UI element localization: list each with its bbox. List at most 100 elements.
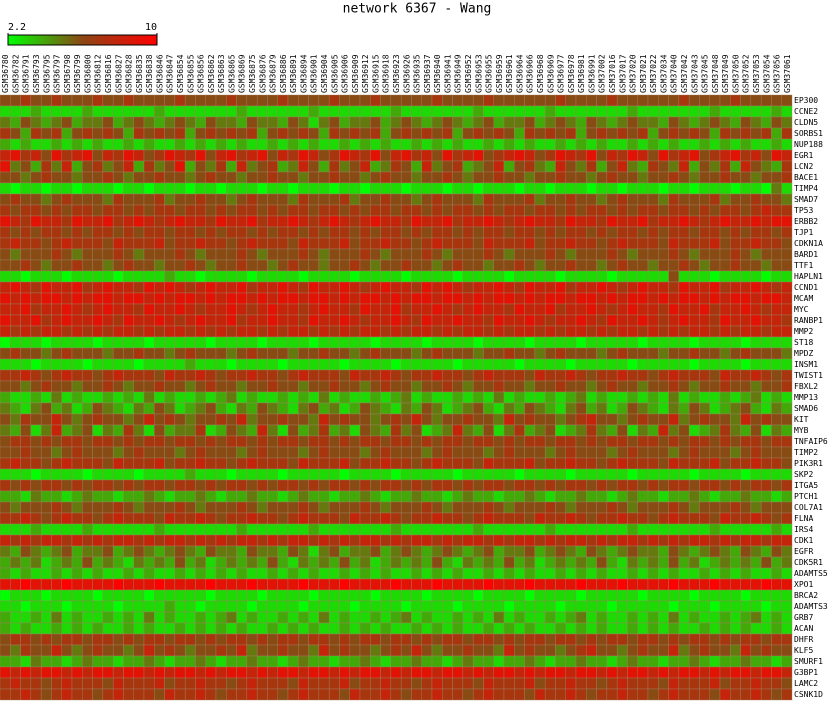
heatmap-cell	[287, 490, 299, 503]
heatmap-cell	[390, 589, 402, 602]
heatmap-cell	[678, 501, 690, 514]
heatmap-cell	[544, 303, 556, 316]
heatmap-cell	[349, 226, 361, 239]
heatmap-cell	[370, 567, 381, 580]
heatmap-cell	[236, 292, 248, 305]
heatmap-cell	[308, 237, 320, 250]
heatmap-cell	[627, 567, 638, 580]
heatmap-cell	[771, 303, 782, 316]
heatmap-cell	[431, 369, 443, 382]
heatmap-cell	[442, 633, 453, 646]
heatmap-cell	[174, 127, 186, 140]
heatmap-cell	[277, 215, 289, 228]
heatmap-cell	[616, 127, 628, 140]
heatmap-cell	[359, 380, 371, 393]
heatmap-cell	[256, 380, 268, 393]
heatmap-cell	[730, 479, 741, 492]
heatmap-cell	[30, 589, 42, 602]
heatmap-cell	[658, 512, 669, 525]
heatmap-cell	[61, 138, 73, 151]
heatmap-cell	[359, 336, 371, 349]
heatmap-cell	[462, 457, 474, 470]
heatmap-cell	[699, 303, 710, 316]
heatmap-cell	[215, 523, 227, 536]
heatmap-cell	[174, 644, 186, 657]
heatmap-cell	[503, 479, 515, 492]
heatmap-cell	[0, 567, 11, 580]
heatmap-cell	[596, 171, 608, 184]
heatmap-cell	[699, 534, 710, 547]
heatmap-cell	[431, 193, 443, 206]
heatmap-cell	[30, 94, 42, 107]
heatmap-cell	[627, 534, 638, 547]
heatmap-cell	[472, 182, 484, 195]
heatmap-cell	[226, 391, 237, 404]
heatmap-cell	[195, 501, 206, 514]
heatmap-cell	[328, 512, 340, 525]
heatmap-cell	[184, 523, 196, 536]
heatmap-cell	[287, 182, 299, 195]
heatmap-cell	[442, 369, 453, 382]
heatmap-cell	[287, 501, 299, 514]
heatmap-cell	[431, 171, 443, 184]
heatmap-cell	[184, 567, 196, 580]
heatmap-cell	[411, 149, 422, 162]
heatmap-cell	[400, 501, 412, 514]
heatmap-cell	[781, 105, 793, 118]
heatmap-cell	[740, 149, 752, 162]
heatmap-cell	[51, 215, 62, 228]
heatmap-cell	[92, 347, 104, 360]
heatmap-cell	[575, 325, 587, 338]
heatmap-cell	[112, 149, 124, 162]
heatmap-cell	[709, 545, 721, 558]
heatmap-cell	[719, 523, 731, 536]
heatmap-cell	[133, 116, 145, 129]
heatmap-cell	[298, 116, 309, 129]
heatmap-cell	[184, 303, 196, 316]
heatmap-cell	[154, 424, 165, 437]
heatmap-cell	[92, 479, 104, 492]
heatmap-cell	[627, 149, 638, 162]
heatmap-cell	[483, 611, 494, 624]
heatmap-cell	[544, 622, 556, 635]
heatmap-cell	[215, 105, 227, 118]
heatmap-cell	[298, 270, 309, 283]
heatmap-cell	[462, 578, 474, 591]
heatmap-cell	[534, 105, 546, 118]
heatmap-cell	[318, 204, 330, 217]
heatmap-cell	[678, 171, 690, 184]
heatmap-cell	[10, 457, 21, 470]
heatmap-cell	[483, 160, 494, 173]
heatmap-cell	[658, 666, 669, 679]
heatmap-cell	[668, 468, 680, 481]
heatmap-cell	[771, 149, 782, 162]
heatmap-cell	[390, 523, 402, 536]
heatmap-cell	[215, 358, 227, 371]
heatmap-cell	[688, 303, 700, 316]
heatmap-cell	[226, 611, 237, 624]
heatmap-cell	[308, 644, 320, 657]
heatmap-cell	[678, 479, 690, 492]
heatmap-cell	[606, 94, 618, 107]
heatmap-cell	[51, 358, 62, 371]
heatmap-cell	[226, 138, 237, 151]
row-label: KLF5	[794, 646, 813, 655]
heatmap-cell	[30, 270, 42, 283]
heatmap-cell	[524, 600, 536, 613]
heatmap-cell	[534, 149, 546, 162]
heatmap-cell	[184, 600, 196, 613]
heatmap-cell	[328, 314, 340, 327]
heatmap-cell	[442, 160, 453, 173]
heatmap-cell	[102, 391, 114, 404]
heatmap-cell	[771, 556, 782, 569]
heatmap-cell	[575, 314, 587, 327]
heatmap-cell	[267, 545, 278, 558]
heatmap-cell	[349, 457, 361, 470]
heatmap-cell	[565, 501, 577, 514]
heatmap-cell	[174, 479, 186, 492]
heatmap-cell	[514, 644, 525, 657]
heatmap-cell	[544, 347, 556, 360]
heatmap-cell	[688, 479, 700, 492]
heatmap-cell	[483, 622, 494, 635]
column-label: GSM36894	[299, 54, 308, 93]
